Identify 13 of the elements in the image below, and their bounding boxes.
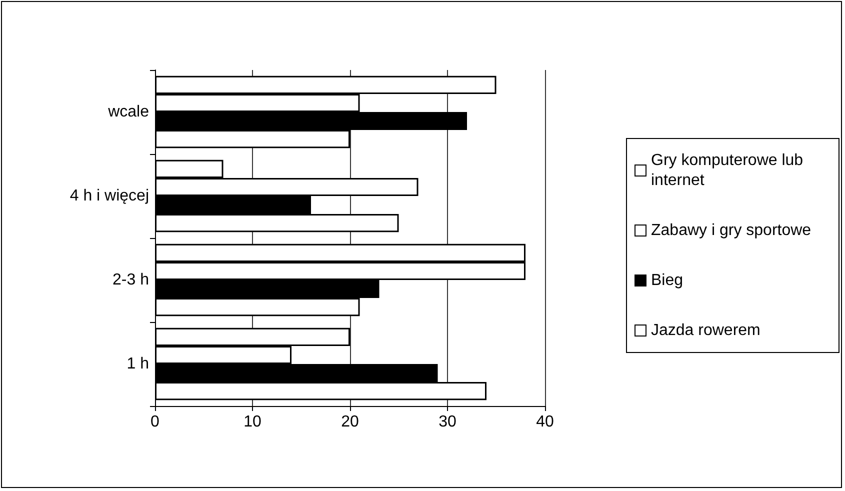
legend-label: Zabawy i gry sportowe (651, 222, 812, 239)
x-tick-label: 10 (244, 414, 262, 430)
x-tick-label: 40 (536, 414, 554, 430)
legend-label: Bieg (651, 272, 684, 289)
y-tick-label: 1 h (126, 356, 149, 372)
y-tick-label: 4 h i więcej (70, 188, 149, 204)
legend-label: Jazda rowerem (651, 322, 760, 339)
y-tick-label: 2-3 h (112, 272, 149, 288)
x-tick-label: 30 (438, 414, 456, 430)
legend-label: Gry komputerowe lub internet (651, 152, 808, 189)
x-tick-label: 20 (341, 414, 359, 430)
x-tick-label: 0 (150, 414, 160, 430)
y-tick-label: wcale (107, 104, 150, 120)
